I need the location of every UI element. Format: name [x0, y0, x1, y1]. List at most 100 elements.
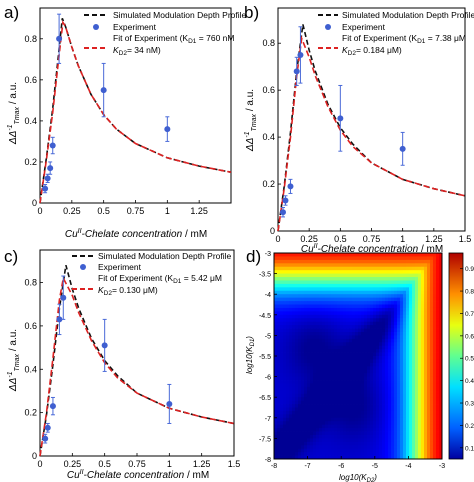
- heatmap-cell: [325, 304, 329, 309]
- heatmap-cell: [367, 452, 371, 456]
- heatmap-cell: [289, 277, 293, 281]
- heatmap-cell: [307, 318, 311, 323]
- heatmap-cell: [325, 311, 329, 316]
- heatmap-cell: [403, 441, 407, 446]
- heatmap-cell: [412, 318, 416, 323]
- heatmap-cell: [394, 256, 398, 261]
- heatmap-cell: [370, 280, 374, 285]
- heatmap-cell: [286, 376, 290, 381]
- heatmap-cell: [436, 304, 440, 309]
- heatmap-cell: [430, 438, 434, 443]
- heatmap-cell: [370, 445, 374, 450]
- heatmap-cell: [280, 325, 284, 329]
- heatmap-cell: [328, 434, 332, 439]
- heatmap-cell: [385, 417, 389, 422]
- heatmap-cell: [400, 304, 404, 309]
- heatmap-cell: [424, 438, 428, 443]
- heatmap-cell: [334, 290, 338, 295]
- heatmap-cell: [319, 270, 323, 274]
- data-point: [293, 68, 300, 75]
- heatmap-cell: [286, 314, 290, 319]
- heatmap-cell: [346, 424, 350, 429]
- heatmap-cell: [385, 342, 389, 347]
- heatmap-cell: [331, 424, 335, 429]
- heatmap-cell: [433, 304, 437, 309]
- heatmap-cell: [379, 393, 383, 398]
- heatmap-cell: [424, 455, 428, 460]
- heatmap-cell: [355, 335, 359, 340]
- x-tick-label: -6: [338, 463, 344, 470]
- heatmap-cell: [364, 383, 368, 388]
- heatmap-cell: [349, 335, 353, 340]
- heatmap-cell: [328, 376, 332, 381]
- heatmap-cell: [370, 455, 374, 460]
- heatmap-cell: [325, 386, 329, 391]
- heatmap-cell: [322, 390, 326, 395]
- heatmap-cell: [379, 434, 383, 439]
- heatmap-cell: [421, 424, 425, 429]
- heatmap-cell: [274, 270, 278, 274]
- heatmap-cell: [328, 390, 332, 395]
- heatmap-cell: [349, 390, 353, 395]
- heatmap-cell: [436, 328, 440, 333]
- heatmap-cell: [382, 448, 386, 453]
- heatmap-cell: [436, 424, 440, 429]
- heatmap-cell: [403, 325, 407, 329]
- heatmap-cell: [322, 331, 326, 336]
- heatmap-cell: [289, 321, 293, 326]
- heatmap-cell: [352, 280, 356, 285]
- heatmap-cell: [367, 369, 371, 374]
- heatmap-cell: [283, 428, 287, 432]
- heatmap-cell: [343, 380, 347, 384]
- heatmap-cell: [349, 263, 353, 268]
- heatmap-cell: [430, 362, 434, 367]
- heatmap-cell: [346, 307, 350, 312]
- heatmap-cell: [376, 397, 380, 402]
- heatmap-cell: [427, 366, 431, 371]
- heatmap-cell: [367, 441, 371, 446]
- heatmap-cell: [334, 259, 338, 264]
- heatmap-cell: [439, 328, 443, 333]
- heatmap-cell: [307, 287, 311, 292]
- heatmap-cell: [358, 359, 362, 364]
- heatmap-cell: [370, 290, 374, 295]
- heatmap-cell: [346, 321, 350, 326]
- heatmap-cell: [406, 280, 410, 285]
- heatmap-cell: [307, 421, 311, 426]
- data-point: [49, 142, 56, 149]
- heatmap-cell: [319, 376, 323, 381]
- heatmap-cell: [409, 373, 413, 377]
- heatmap-cell: [364, 328, 368, 333]
- heatmap-cell: [295, 266, 299, 271]
- heatmap-cell: [415, 349, 419, 353]
- heatmap-cell: [394, 331, 398, 336]
- heatmap-cell: [337, 331, 341, 336]
- heatmap-cell: [289, 400, 293, 405]
- heatmap-cell: [388, 380, 392, 384]
- heatmap-cell: [286, 448, 290, 453]
- heatmap-cell: [364, 335, 368, 340]
- heatmap-cell: [337, 314, 341, 319]
- y-tick-label: 0.4: [24, 364, 37, 374]
- heatmap-cell: [298, 256, 302, 261]
- heatmap-cell: [310, 328, 314, 333]
- heatmap-cell: [274, 294, 278, 299]
- heatmap-cell: [355, 434, 359, 439]
- heatmap-cell: [352, 445, 356, 450]
- heatmap-cell: [277, 280, 281, 285]
- heatmap-cell: [367, 380, 371, 384]
- heatmap-cell: [397, 311, 401, 316]
- heatmap-cell: [382, 263, 386, 268]
- heatmap-cell: [409, 311, 413, 316]
- heatmap-cell: [349, 283, 353, 288]
- heatmap-cell: [418, 314, 422, 319]
- y-tick-label: 0.2: [24, 157, 37, 167]
- heatmap-cell: [286, 273, 290, 278]
- heatmap-cell: [340, 397, 344, 402]
- heatmap-cell: [433, 452, 437, 456]
- heatmap-cell: [382, 328, 386, 333]
- heatmap-cell: [280, 400, 284, 405]
- heatmap-cell: [373, 424, 377, 429]
- heatmap-cell: [373, 318, 377, 323]
- heatmap-cell: [406, 452, 410, 456]
